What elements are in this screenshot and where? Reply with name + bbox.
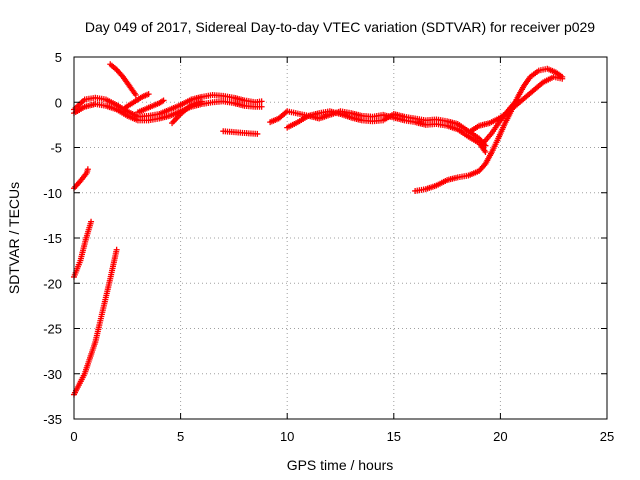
series-arc-7	[122, 91, 152, 111]
data-point	[160, 97, 167, 104]
axis-ticks: 0 5 10 15 20 25 -35 -30 -25 -20 -15 -10 -5 0 5	[43, 50, 614, 444]
series-arc-4	[71, 92, 265, 120]
series-arc-6	[107, 61, 139, 99]
data-point	[482, 149, 489, 156]
data-point	[88, 218, 95, 225]
y-tick-label: 5	[55, 50, 62, 65]
x-tick-label: 0	[70, 429, 77, 444]
x-axis-label: GPS time / hours	[287, 457, 394, 473]
y-tick-label: -5	[50, 141, 62, 156]
series-arc-1	[71, 166, 91, 192]
series-arc-8	[134, 97, 167, 116]
data-point	[559, 75, 566, 82]
data-point	[132, 92, 139, 99]
y-tick-label: -25	[43, 322, 62, 337]
data-point	[514, 96, 521, 103]
x-tick-label: 20	[493, 429, 507, 444]
series-arc-11	[267, 108, 489, 156]
series-arc-10	[220, 128, 261, 137]
chart-title: Day 049 of 2017, Sidereal Day-to-day VTE…	[85, 19, 595, 35]
y-tick-label: 0	[55, 95, 62, 110]
data-point	[84, 166, 91, 173]
y-tick-label: -10	[43, 186, 62, 201]
x-tick-label: 5	[177, 429, 184, 444]
series-arc-15	[480, 96, 521, 146]
data-point	[258, 103, 265, 110]
data-series	[71, 61, 566, 398]
y-axis-label: SDTVAR / TECUs	[6, 182, 22, 294]
y-tick-label: -30	[43, 367, 62, 382]
series-arc-9	[169, 98, 205, 127]
y-tick-label: -35	[43, 412, 62, 427]
data-point	[254, 130, 261, 137]
y-tick-label: -15	[43, 231, 62, 246]
series-arc-2	[71, 218, 95, 280]
data-point	[113, 246, 120, 253]
data-point	[258, 98, 265, 105]
x-tick-label: 10	[280, 429, 294, 444]
x-tick-label: 15	[387, 429, 401, 444]
series-arc-12	[284, 108, 489, 149]
y-tick-label: -20	[43, 276, 62, 291]
data-point	[145, 91, 152, 98]
x-tick-label: 25	[600, 429, 614, 444]
series-arc-3	[71, 246, 120, 398]
data-point	[198, 98, 205, 105]
